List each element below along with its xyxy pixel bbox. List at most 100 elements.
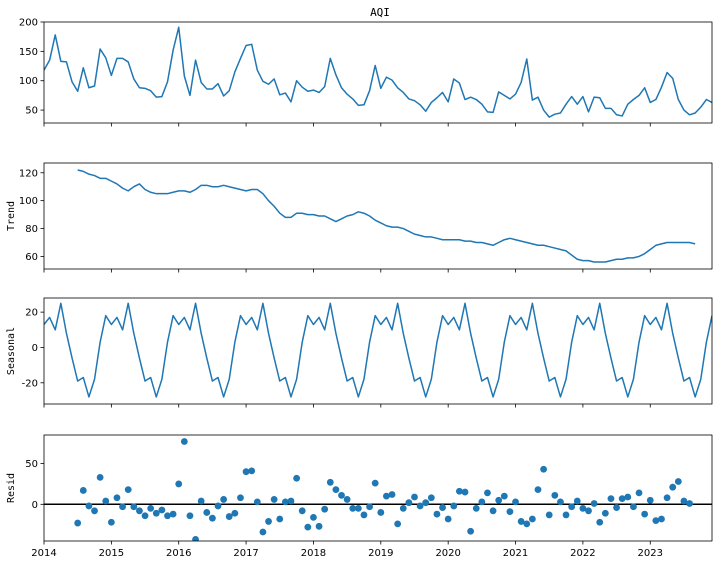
resid-series: [44, 438, 712, 541]
resid-point: [388, 491, 396, 498]
y-tick-label: 50: [25, 106, 38, 117]
panel-observed: 50 100 150 200: [19, 18, 713, 127]
chart-title: AQI: [370, 6, 390, 19]
resid-point: [79, 487, 87, 494]
resid-point: [147, 504, 155, 512]
resid-point: [646, 496, 654, 504]
resid-point: [113, 494, 121, 502]
resid-point: [293, 474, 301, 482]
trend-series: [77, 169, 696, 263]
resid-point: [214, 502, 222, 510]
resid-point: [523, 520, 531, 528]
resid-point: [517, 518, 525, 525]
x-tick-label: 2019: [368, 548, 393, 559]
resid-point: [321, 505, 329, 513]
y-tick-label: 60: [25, 252, 38, 263]
resid-point: [528, 515, 536, 523]
resid-point: [102, 497, 110, 505]
resid-point: [349, 504, 357, 512]
resid-point: [658, 515, 665, 523]
x-tick-label: 2018: [301, 548, 326, 559]
resid-point: [231, 509, 239, 517]
resid-point: [669, 483, 677, 491]
resid-point: [107, 518, 115, 526]
resid-point: [225, 513, 233, 520]
resid-point: [203, 509, 211, 516]
resid-point: [450, 502, 458, 510]
resid-point: [444, 515, 452, 523]
seasonal-line: [44, 302, 712, 398]
resid-point: [209, 514, 216, 522]
x-tick-label: 2023: [638, 548, 663, 559]
resid-point: [371, 479, 379, 487]
resid-point: [557, 498, 564, 506]
resid-point: [164, 512, 171, 520]
resid-point: [618, 495, 626, 502]
axes-frame-resid: [43, 434, 713, 542]
resid-point: [573, 497, 581, 505]
resid-point: [270, 496, 278, 503]
resid-point: [91, 507, 98, 515]
resid-point: [343, 496, 351, 503]
resid-point: [180, 438, 188, 445]
resid-point: [455, 487, 463, 495]
resid-point: [568, 503, 576, 511]
resid-point: [461, 488, 469, 496]
resid-point: [192, 535, 199, 541]
resid-point: [484, 489, 491, 497]
resid-point: [478, 498, 486, 506]
resid-point: [613, 504, 620, 511]
resid-point: [175, 480, 183, 488]
resid-point: [377, 509, 385, 516]
x-tick-label: 2014: [31, 548, 56, 559]
resid-point: [411, 493, 418, 501]
resid-point: [152, 509, 160, 517]
resid-point: [624, 493, 632, 501]
panel-resid: 0 50 2014 2015 2016 2017 2018 2019 2020 2021 2022 2…: [6, 434, 713, 559]
y-tick-label: -20: [22, 378, 38, 389]
resid-point: [394, 520, 402, 528]
resid-point: [534, 486, 542, 494]
resid-point: [383, 492, 390, 500]
trend-line: [77, 169, 696, 263]
y-axis-label-resid: Resid: [6, 473, 17, 503]
resid-point: [310, 513, 317, 521]
resid-point: [427, 494, 435, 502]
resid-point: [237, 494, 244, 502]
resid-point: [253, 498, 261, 506]
resid-point: [332, 486, 340, 494]
resid-point: [467, 527, 475, 535]
resid-point: [686, 500, 693, 507]
resid-point: [540, 465, 547, 473]
resid-point: [439, 504, 446, 511]
resid-point: [338, 491, 345, 499]
resid-point: [74, 519, 82, 527]
resid-point: [298, 507, 306, 515]
y-tick-label: 120: [19, 168, 38, 179]
resid-point: [85, 502, 93, 510]
resid-point: [422, 499, 430, 507]
resid-point: [472, 504, 480, 512]
resid-point: [315, 522, 323, 530]
resid-point: [186, 512, 194, 520]
resid-point: [674, 478, 682, 485]
resid-point: [304, 523, 312, 531]
resid-point: [405, 499, 413, 507]
resid-point: [596, 518, 604, 526]
resid-point: [399, 504, 407, 512]
resid-point: [259, 528, 267, 536]
y-tick-label: 100: [19, 76, 38, 87]
resid-point: [281, 498, 289, 506]
x-tick-label: 2021: [503, 548, 528, 559]
resid-point: [265, 518, 272, 525]
resid-point: [287, 497, 295, 505]
y-axis-label-seasonal: Seasonal: [6, 327, 17, 375]
resid-point: [119, 503, 126, 511]
resid-point: [585, 507, 592, 515]
resid-point: [680, 497, 688, 505]
resid-point: [276, 515, 284, 523]
x-tick-label: 2022: [570, 548, 595, 559]
resid-point: [96, 474, 104, 481]
resid-point: [630, 503, 637, 511]
